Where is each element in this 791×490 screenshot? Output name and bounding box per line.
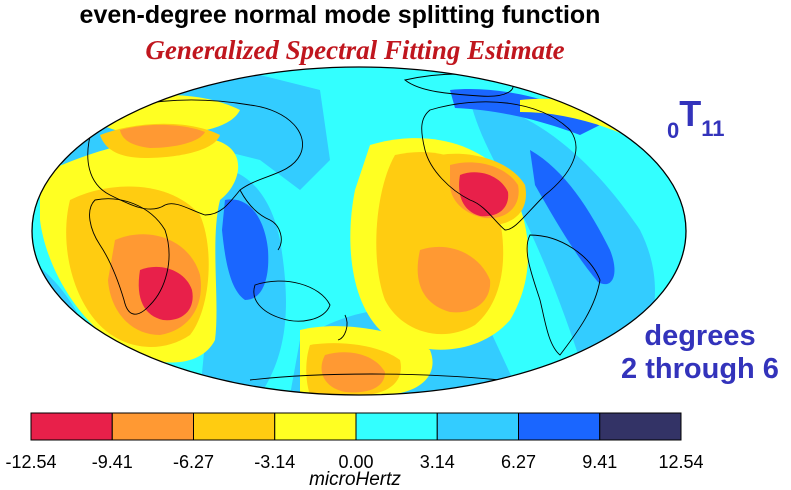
field-arctic-yellow	[520, 98, 630, 135]
mode-label: 0T11	[667, 96, 725, 149]
coast-australia	[253, 280, 331, 322]
colorbar-bin-5	[436, 412, 519, 441]
map-title: even-degree normal mode splitting functi…	[79, 1, 601, 29]
coast-indonesia	[239, 189, 282, 251]
colorbar-tick-7: 9.41	[582, 452, 618, 472]
colorbar-bin-2	[193, 412, 276, 441]
coast-eurasia	[87, 99, 303, 216]
colorbar-bin-6	[518, 412, 601, 441]
field-atlantic-minimum	[138, 266, 193, 321]
map-outline	[31, 66, 687, 396]
field-antarctic-orange	[321, 352, 385, 393]
degrees-label: degrees 2 through 6	[610, 320, 790, 386]
map-field	[32, 67, 686, 395]
colorbar-tick-0: -12.54	[5, 452, 57, 472]
coast-new-zealand	[337, 314, 348, 341]
coast-south-america	[526, 234, 601, 356]
field-north-america-minimum	[459, 172, 509, 217]
colorbar-tick-1: -9.41	[91, 452, 133, 472]
colorbar	[30, 412, 682, 441]
degrees-label-line1: degrees	[644, 320, 756, 352]
colorbar-bin-3	[274, 412, 357, 441]
mode-label-letter: T	[679, 93, 702, 134]
coast-antarctica	[249, 373, 501, 381]
mode-label-suffix: 11	[701, 116, 725, 141]
colorbar-bin-0	[30, 412, 113, 441]
colorbar-tick-2: -6.27	[172, 452, 215, 472]
field-west-pacific-band	[222, 199, 269, 300]
field-east-pacific-band	[530, 150, 615, 285]
mode-label-prefix: 0	[667, 118, 680, 143]
colorbar-tick-4: 0.00	[338, 452, 374, 472]
degrees-label-line2: 2 through 6	[621, 353, 779, 385]
colorbar-bin-1	[111, 412, 194, 441]
field-asia-orange	[120, 124, 205, 148]
colorbar-tick-5: 3.14	[419, 452, 455, 472]
colorbar-unit: microHertz	[309, 469, 401, 490]
colorbar-bin-7	[599, 412, 682, 441]
colorbar-bin-4	[355, 412, 438, 441]
field-pacific-orange	[417, 246, 491, 313]
colorbar-tick-3: -3.14	[254, 452, 296, 472]
coast-north-america	[421, 101, 577, 231]
colorbar-tick-6: 6.27	[500, 452, 537, 472]
map-subtitle: Generalized Spectral Fitting Estimate	[145, 35, 565, 65]
coast-africa	[89, 198, 170, 315]
colorbar-tick-8: 12.54	[658, 452, 704, 472]
